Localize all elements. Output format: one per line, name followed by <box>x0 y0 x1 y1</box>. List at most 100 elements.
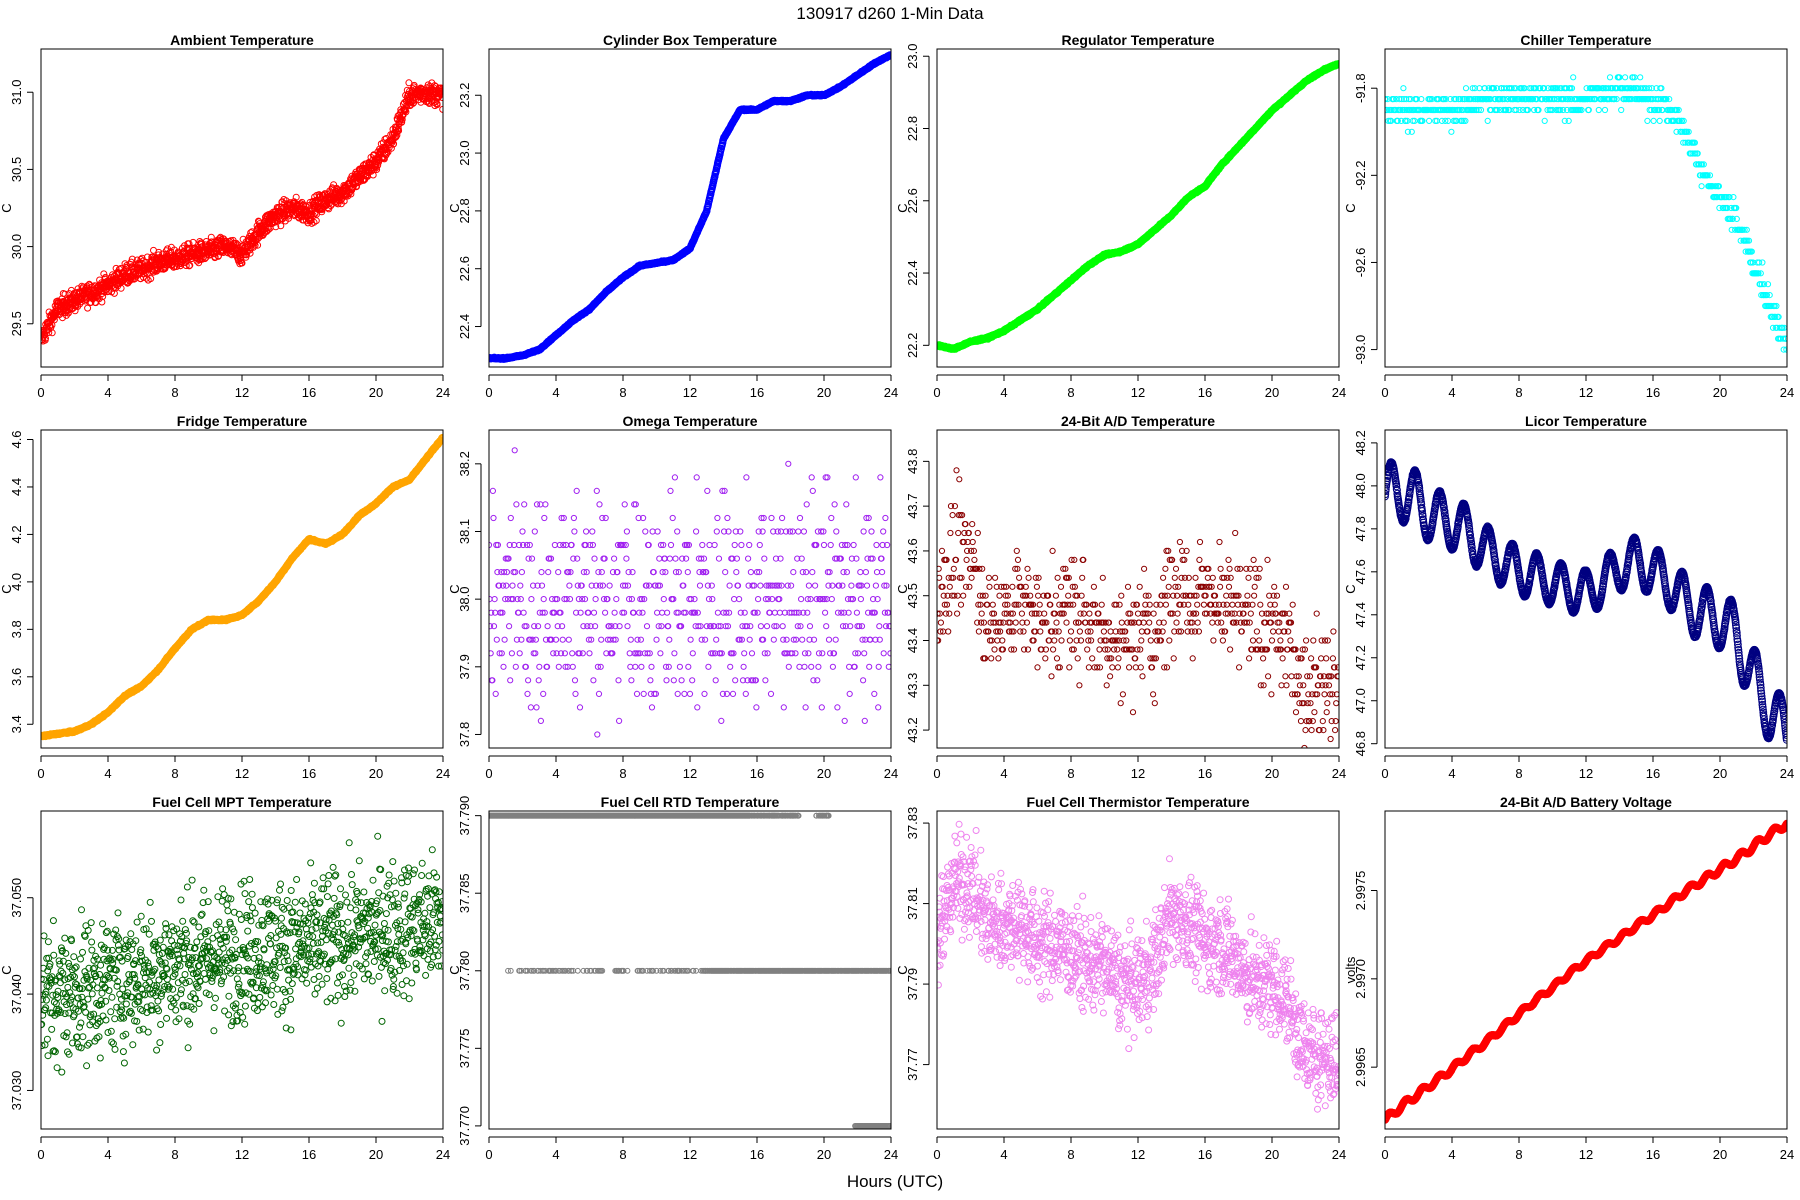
panel-title: Chiller Temperature <box>1520 32 1651 48</box>
data-point <box>1413 96 1420 103</box>
x-tick-label: 24 <box>436 385 450 400</box>
figure-title: 130917 d260 1-Min Data <box>796 4 984 23</box>
data-point <box>1548 85 1555 92</box>
x-tick-label: 8 <box>1067 385 1074 400</box>
y-tick-label: 23.0 <box>905 44 920 69</box>
data-point <box>1622 74 1629 81</box>
data-points <box>41 79 443 345</box>
data-point <box>186 261 194 269</box>
data-point <box>1678 117 1686 125</box>
data-point <box>1578 106 1585 114</box>
data-point <box>1652 106 1659 114</box>
data-point <box>198 239 205 247</box>
data-point <box>1699 161 1706 168</box>
data-point <box>1537 85 1544 92</box>
data-point <box>1539 96 1546 103</box>
data-point <box>1458 117 1466 125</box>
data-point <box>1646 85 1653 92</box>
data-point <box>1696 161 1703 168</box>
data-point <box>1700 161 1707 168</box>
data-point <box>1673 106 1681 114</box>
data-point <box>1519 96 1526 103</box>
data-point <box>1490 85 1498 92</box>
data-point <box>1477 106 1485 114</box>
data-point <box>1394 117 1401 125</box>
data-point <box>160 265 168 273</box>
data-point <box>1673 128 1680 135</box>
data-point <box>1595 106 1602 114</box>
data-point <box>1613 96 1620 103</box>
data-point <box>1676 117 1683 125</box>
data-point <box>1645 96 1652 103</box>
data-point <box>1426 117 1433 125</box>
data-point <box>185 240 193 248</box>
data-point <box>147 275 155 283</box>
data-point <box>1658 85 1665 92</box>
data-point <box>316 192 324 199</box>
data-point <box>1473 106 1480 114</box>
data-point <box>1637 74 1644 81</box>
y-axis: 29.530.030.531.0 <box>9 80 34 336</box>
x-tick-label: 12 <box>235 385 249 400</box>
data-point <box>1656 106 1663 114</box>
x-tick-label: 12 <box>683 385 697 400</box>
data-point <box>1427 96 1434 103</box>
y-tick-label: 22.8 <box>905 116 920 141</box>
data-point <box>1441 96 1448 103</box>
data-point <box>254 241 262 249</box>
data-point <box>143 274 150 282</box>
data-point <box>1471 106 1478 114</box>
data-point <box>1531 106 1538 114</box>
data-point <box>1470 96 1477 103</box>
data-point <box>410 99 418 107</box>
data-point <box>1551 96 1558 103</box>
x-tick-label: 12 <box>1131 385 1145 400</box>
data-point <box>1609 85 1616 92</box>
data-point <box>1460 117 1467 125</box>
y-tick-label: 23.0 <box>457 140 472 165</box>
data-point <box>1452 96 1460 103</box>
y-axis: 22.222.422.622.823.0 <box>905 44 930 358</box>
data-point <box>1618 106 1625 114</box>
y-tick-label: 22.8 <box>457 198 472 223</box>
x-tick-label: 8 <box>619 385 626 400</box>
panel-title: Cylinder Box Temperature <box>603 32 777 48</box>
data-point <box>1650 117 1657 125</box>
data-point <box>395 127 403 135</box>
data-point <box>1682 139 1689 146</box>
data-point <box>1589 96 1596 103</box>
data-point <box>1630 85 1638 92</box>
data-point <box>1494 106 1501 114</box>
data-point <box>1442 117 1449 125</box>
y-tick-label: 22.2 <box>905 333 920 358</box>
data-point <box>1565 96 1572 103</box>
data-point <box>398 118 406 126</box>
data-point <box>1462 117 1469 125</box>
data-point <box>1457 96 1464 103</box>
data-point <box>1694 150 1701 157</box>
data-point <box>1448 128 1455 135</box>
data-point <box>1698 183 1705 190</box>
data-point <box>1400 85 1407 92</box>
data-point <box>185 262 193 270</box>
data-point <box>1601 106 1609 114</box>
x-tick-label: 24 <box>1332 385 1346 400</box>
data-point <box>1512 96 1519 103</box>
data-point <box>1438 117 1446 125</box>
data-point <box>1541 85 1548 92</box>
data-point <box>87 298 95 306</box>
data-point <box>1641 85 1648 92</box>
data-point <box>1560 106 1567 114</box>
data-point <box>1663 96 1670 103</box>
data-point <box>1467 96 1475 103</box>
data-point <box>1606 74 1614 81</box>
data-point <box>292 193 300 201</box>
data-point <box>1471 85 1479 92</box>
x-tick-label: 0 <box>933 385 940 400</box>
data-point <box>265 225 273 233</box>
